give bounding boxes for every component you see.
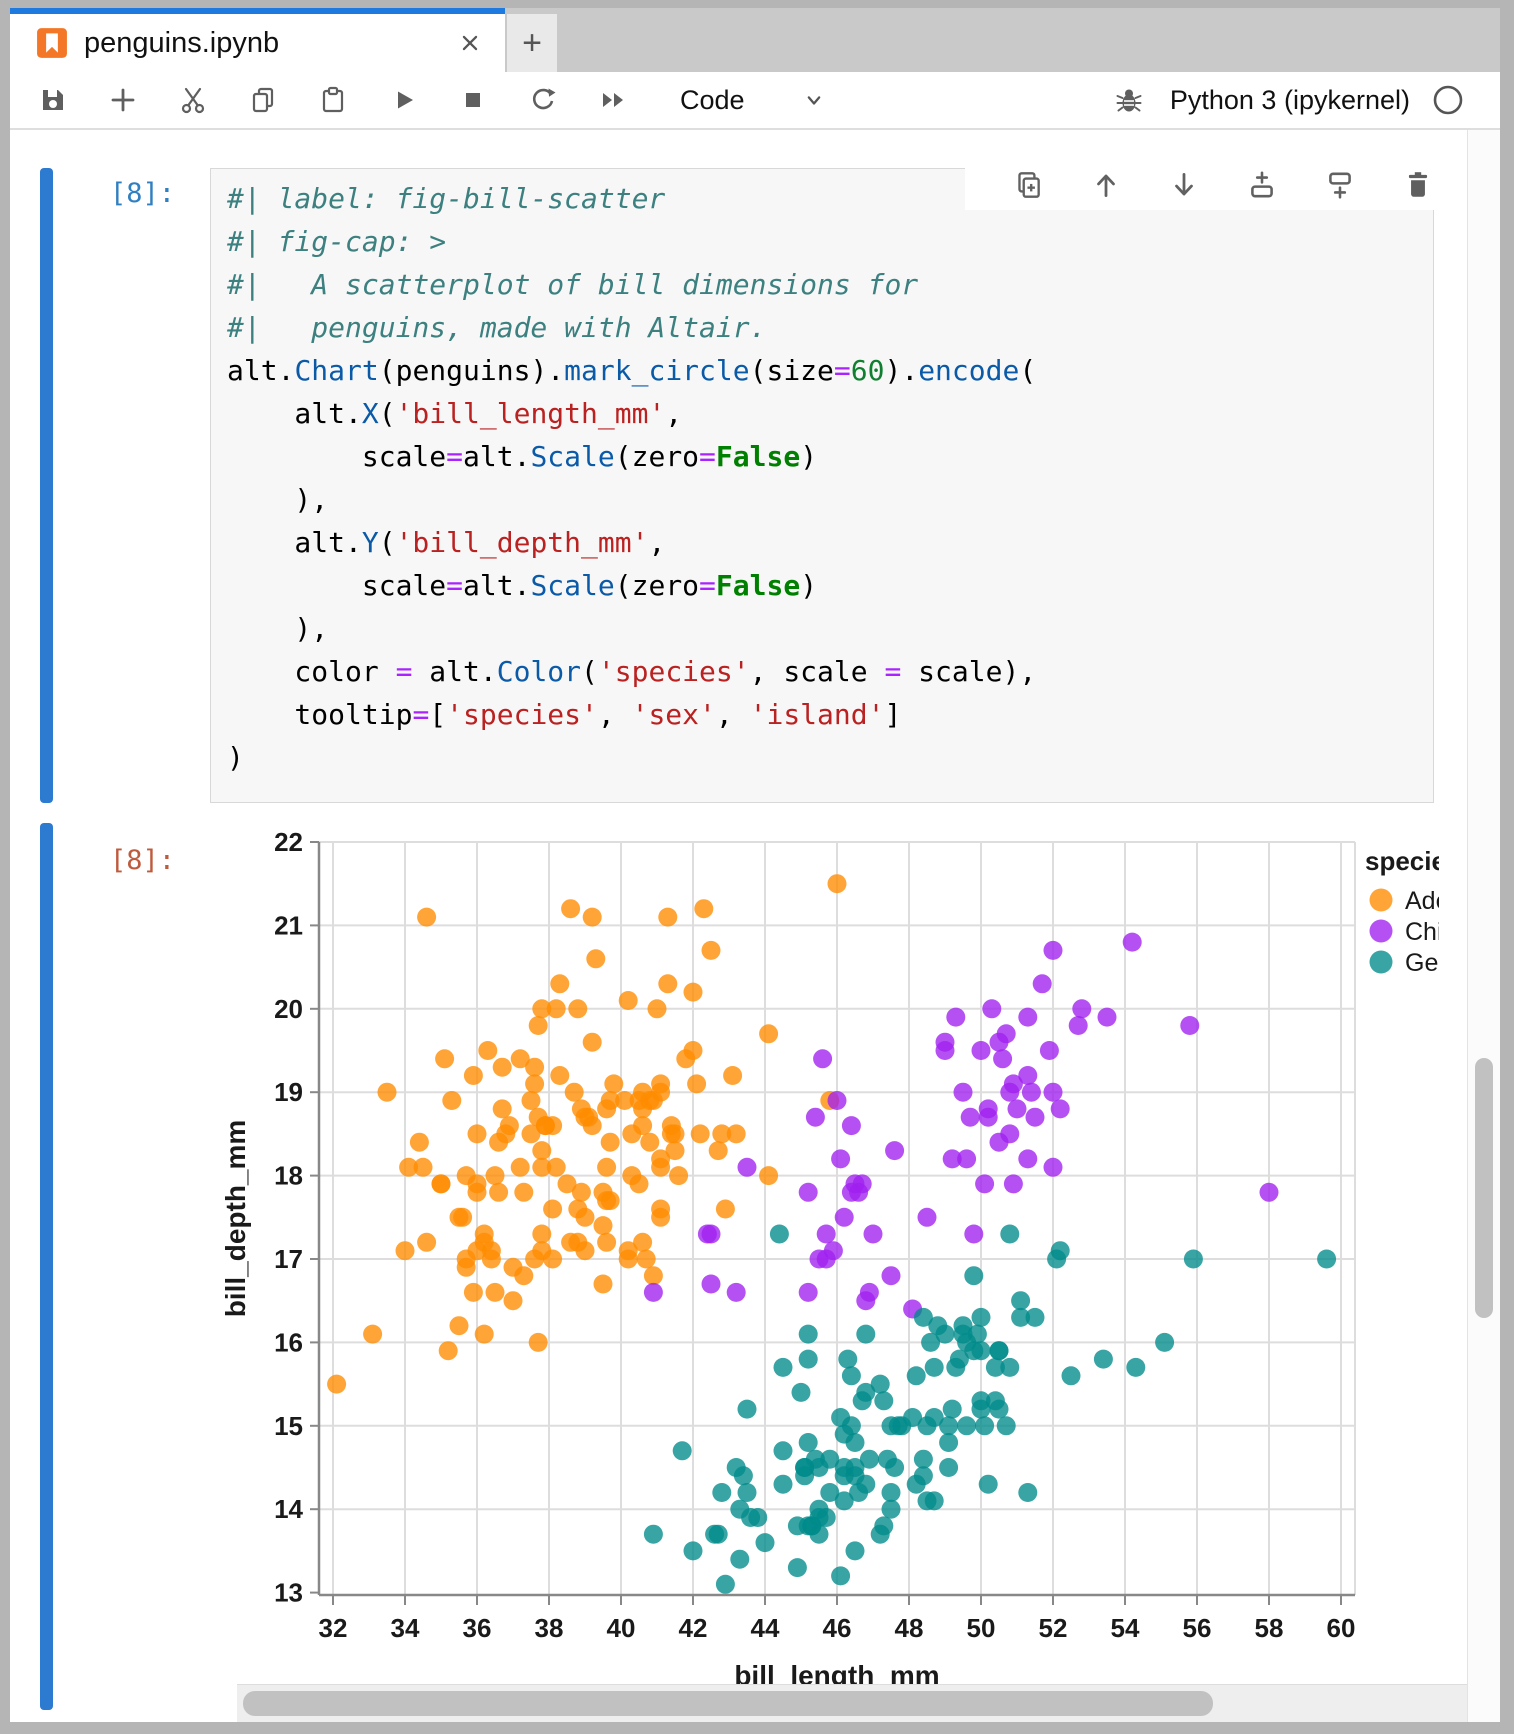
code-line: alt.Chart(penguins).mark_circle(size=60)… <box>227 354 1037 387</box>
code-line: tooltip=['species', 'sex', 'island'] <box>227 698 902 731</box>
svg-text:34: 34 <box>391 1613 420 1643</box>
svg-text:46: 46 <box>823 1613 852 1643</box>
svg-text:20: 20 <box>274 994 303 1024</box>
code-content[interactable]: #| label: fig-bill-scatter #| fig-cap: > #… <box>211 169 1433 779</box>
cell-toolbar <box>965 160 1434 210</box>
close-tab-icon[interactable] <box>457 30 483 56</box>
debugger-bug-icon[interactable] <box>1114 85 1144 115</box>
svg-text:19: 19 <box>274 1077 303 1107</box>
jupyterlab-window: penguins.ipynb + <box>10 8 1500 1722</box>
altair-scatterplot-output: 13 14 15 16 17 18 19 20 21 22 32 34 36 38 40 42 44 46 48 50… <box>220 830 1439 1691</box>
svg-text:50: 50 <box>967 1613 996 1643</box>
svg-text:58: 58 <box>1255 1613 1284 1643</box>
series-gentoo <box>643 1224 1337 1594</box>
horizontal-scrollbar-thumb[interactable] <box>243 1691 1213 1716</box>
code-line: #| fig-cap: > <box>227 225 447 258</box>
tab-penguins-notebook[interactable]: penguins.ipynb <box>10 8 505 72</box>
restart-kernel-icon[interactable] <box>528 85 558 115</box>
restart-run-all-icon[interactable] <box>598 85 628 115</box>
code-line: ), <box>227 483 329 516</box>
svg-text:42: 42 <box>679 1613 708 1643</box>
cell-type-dropdown[interactable]: Code <box>680 84 745 115</box>
code-line: ) <box>227 741 244 774</box>
insert-cell-icon[interactable] <box>108 85 138 115</box>
tab-title: penguins.ipynb <box>84 26 280 59</box>
kernel-name-button[interactable]: Python 3 (ipykernel) <box>1169 84 1410 115</box>
move-cell-up-icon[interactable] <box>1090 169 1122 201</box>
vertical-scrollbar-thumb[interactable] <box>1475 1058 1493 1318</box>
horizontal-scrollbar[interactable] <box>237 1684 1467 1722</box>
svg-text:13: 13 <box>274 1578 303 1608</box>
svg-text:60: 60 <box>1327 1613 1356 1643</box>
series-chinstrap <box>643 932 1279 1319</box>
new-tab-button[interactable]: + <box>507 14 557 72</box>
cut-icon[interactable] <box>178 85 208 115</box>
paste-icon[interactable] <box>318 85 348 115</box>
tab-bar: penguins.ipynb + <box>10 8 1500 72</box>
svg-text:32: 32 <box>319 1613 348 1643</box>
input-collapser[interactable] <box>40 168 53 803</box>
notebook-toolbar: Code Python 3 (ipykernel) <box>10 72 1500 130</box>
svg-text:54: 54 <box>1111 1613 1140 1643</box>
kernel-status-icon[interactable] <box>1432 84 1464 116</box>
svg-text:52: 52 <box>1039 1613 1068 1643</box>
code-line: #| label: fig-bill-scatter <box>227 182 666 215</box>
output-prompt: [8]: <box>110 845 176 876</box>
svg-text:Chinstrap: Chinstrap <box>1405 918 1439 946</box>
code-line: #| penguins, made with Altair. <box>227 311 767 344</box>
save-icon[interactable] <box>38 85 68 115</box>
delete-cell-icon[interactable] <box>1402 169 1434 201</box>
svg-text:36: 36 <box>463 1613 492 1643</box>
series-adelie <box>327 874 847 1394</box>
notebook-file-icon <box>37 28 67 58</box>
run-icon[interactable] <box>388 85 418 115</box>
code-line: scale=alt.Scale(zero=False) <box>227 569 818 602</box>
svg-text:Adelie: Adelie <box>1405 887 1439 915</box>
svg-text:14: 14 <box>274 1494 303 1524</box>
code-line: color = alt.Color('species', scale = sca… <box>227 655 1037 688</box>
svg-text:40: 40 <box>607 1613 636 1643</box>
insert-cell-below-icon[interactable] <box>1324 169 1356 201</box>
plus-icon: + <box>522 23 542 62</box>
svg-text:species: species <box>1365 846 1439 876</box>
svg-text:Gentoo: Gentoo <box>1405 949 1439 977</box>
code-line: alt.Y('bill_depth_mm', <box>227 526 666 559</box>
svg-text:16: 16 <box>274 1327 303 1357</box>
legend: species Adelie Chinstrap Gentoo <box>1365 846 1439 977</box>
interrupt-kernel-icon[interactable] <box>458 85 488 115</box>
svg-text:22: 22 <box>274 830 303 857</box>
svg-text:56: 56 <box>1183 1613 1212 1643</box>
svg-text:17: 17 <box>274 1244 303 1274</box>
code-line: scale=alt.Scale(zero=False) <box>227 440 818 473</box>
svg-text:15: 15 <box>274 1411 303 1441</box>
code-line: alt.X('bill_length_mm', <box>227 397 683 430</box>
code-line: ), <box>227 612 329 645</box>
svg-text:48: 48 <box>895 1613 924 1643</box>
input-prompt: [8]: <box>110 178 176 209</box>
copy-icon[interactable] <box>248 85 278 115</box>
vertical-scrollbar[interactable] <box>1467 130 1500 1722</box>
code-cell-editor[interactable]: #| label: fig-bill-scatter #| fig-cap: > #… <box>210 168 1434 803</box>
svg-text:18: 18 <box>274 1161 303 1191</box>
svg-text:bill_depth_mm: bill_depth_mm <box>220 1120 251 1318</box>
svg-text:44: 44 <box>751 1613 780 1643</box>
insert-cell-above-icon[interactable] <box>1246 169 1278 201</box>
move-cell-down-icon[interactable] <box>1168 169 1200 201</box>
notebook-panel: [8]: #| label: fig-bill-scatter #| fig-ca… <box>10 130 1467 1722</box>
svg-text:21: 21 <box>274 910 303 940</box>
svg-text:38: 38 <box>535 1613 564 1643</box>
output-collapser[interactable] <box>40 823 53 1710</box>
code-line: #| A scatterplot of bill dimensions for <box>227 268 919 301</box>
chevron-down-icon[interactable] <box>801 87 827 113</box>
duplicate-cell-icon[interactable] <box>1012 169 1044 201</box>
